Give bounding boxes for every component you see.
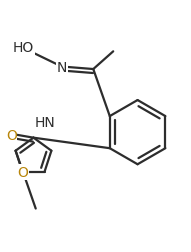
Text: O: O [17,165,28,179]
Text: HO: HO [13,41,34,55]
Text: O: O [6,128,17,142]
Text: HN: HN [34,116,55,130]
Text: N: N [57,60,67,75]
